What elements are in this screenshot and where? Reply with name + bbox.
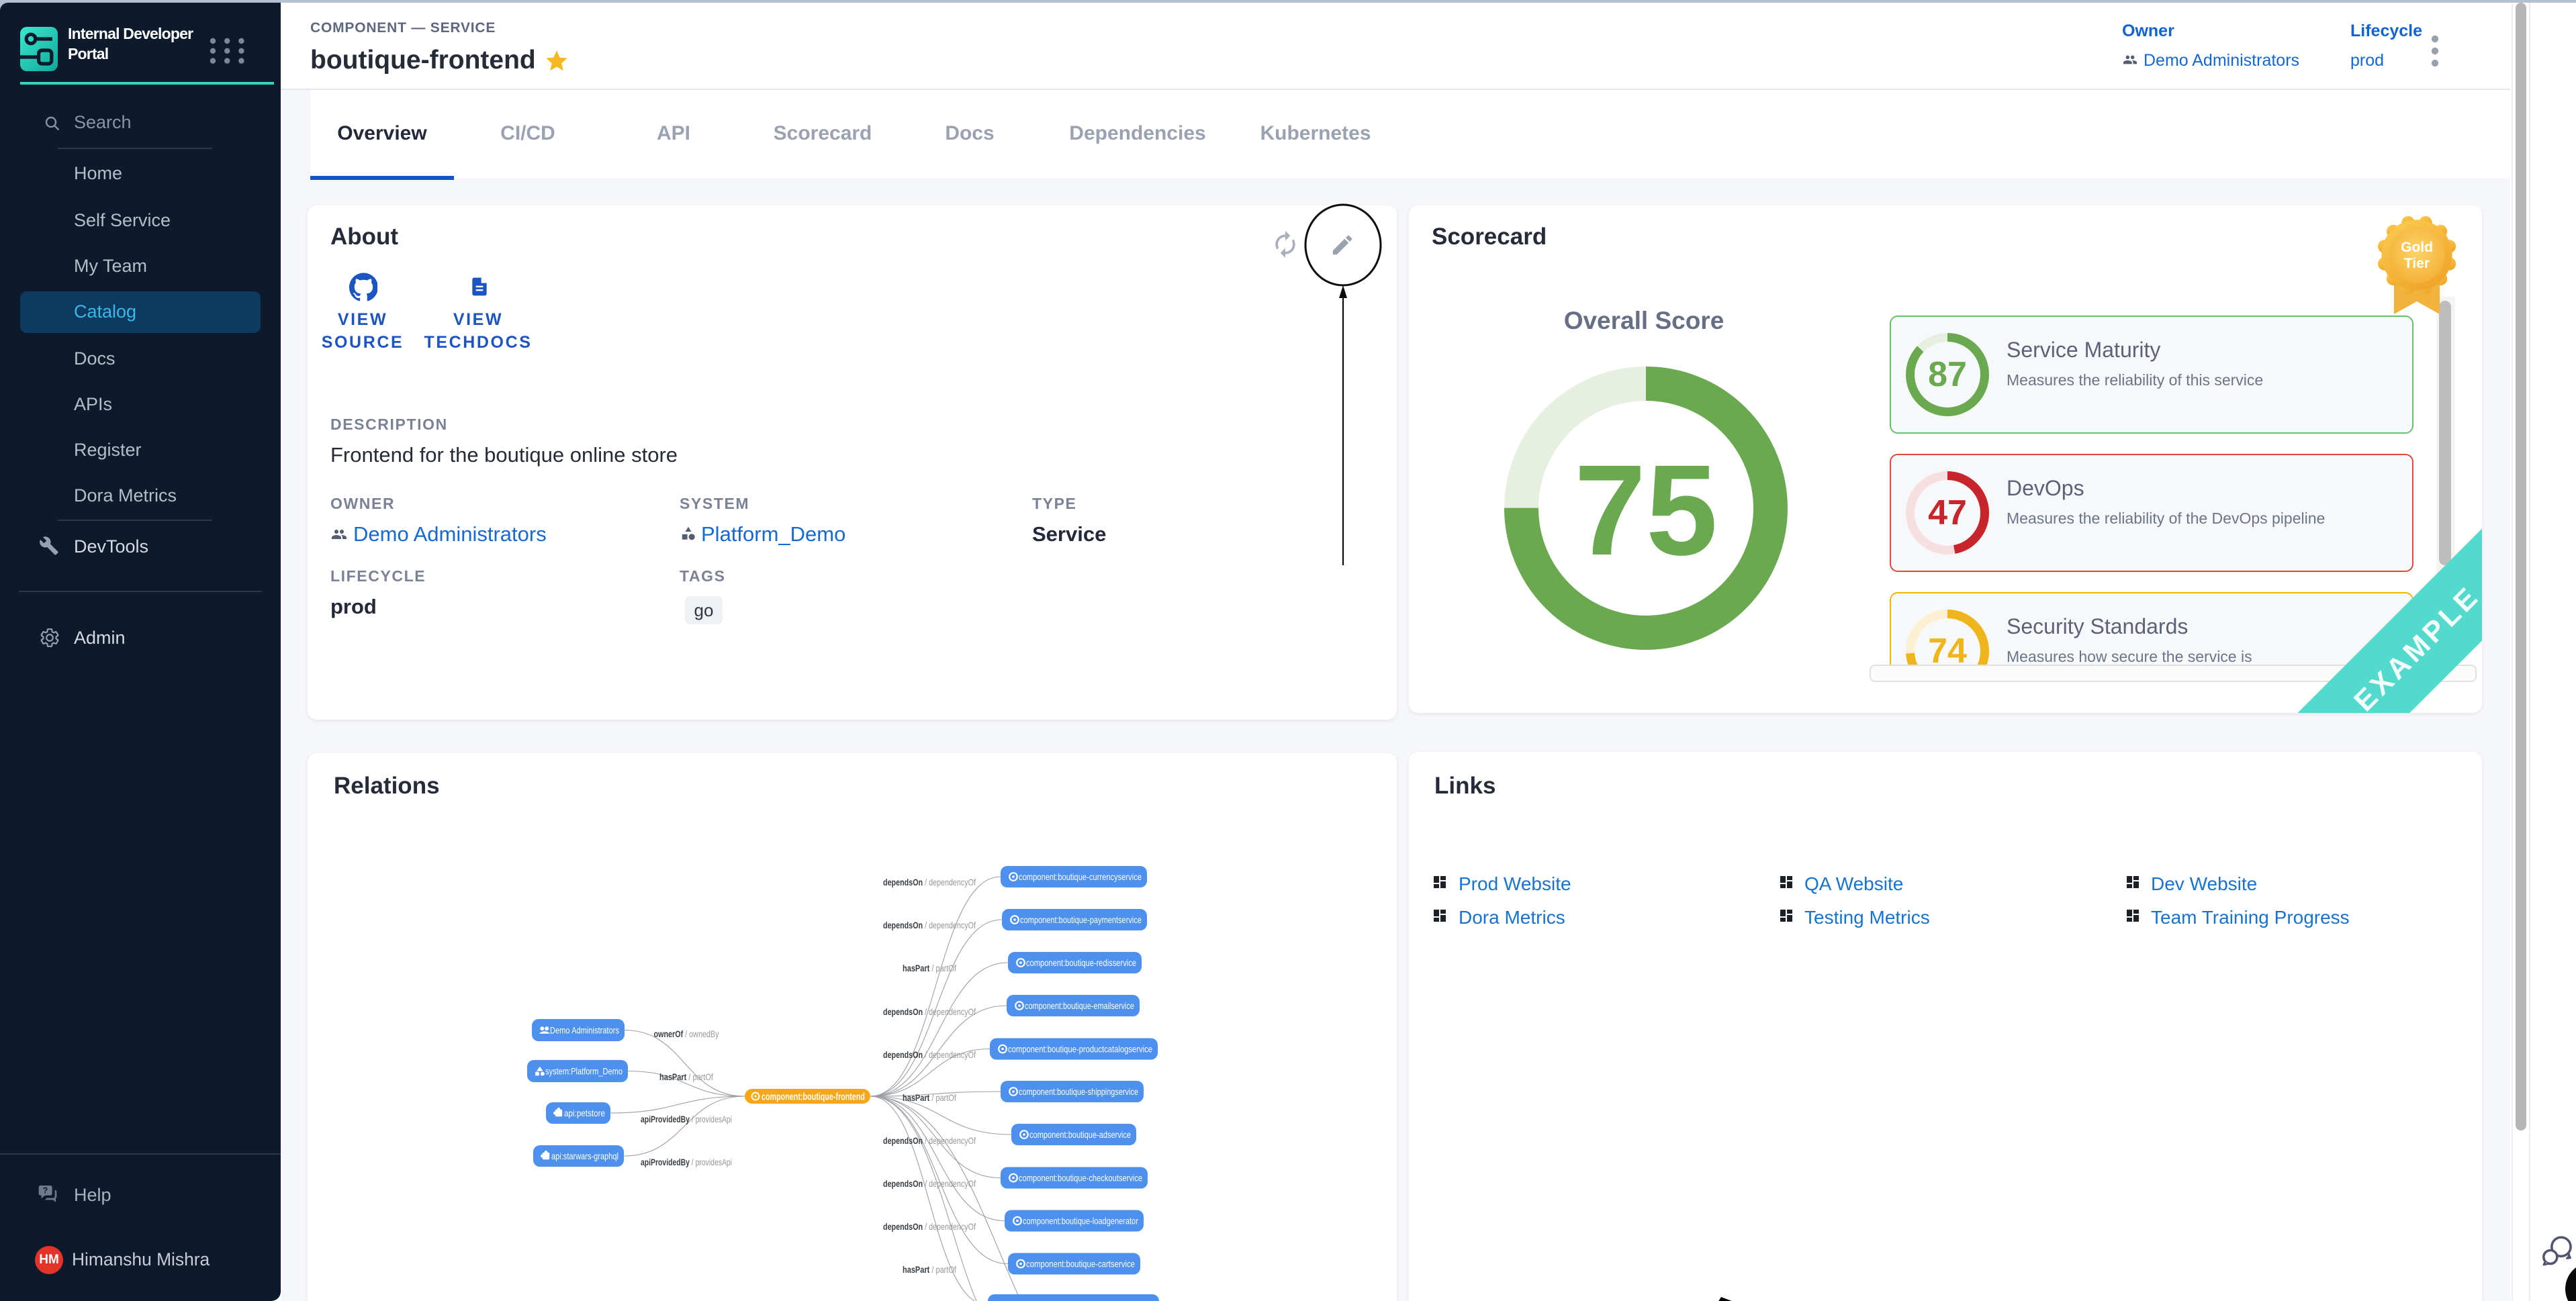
- svg-text:Gold: Gold: [2401, 240, 2433, 255]
- svg-text:component:boutique-paymentserv: component:boutique-paymentservice: [1020, 914, 1142, 924]
- svg-text:system:Platform_Demo: system:Platform_Demo: [545, 1065, 623, 1076]
- svg-text:component:boutique-emailservic: component:boutique-emailservice: [1025, 1000, 1134, 1010]
- svg-text:component:boutique-currencyser: component:boutique-currencyservice: [1019, 871, 1142, 881]
- svg-text:dependsOn / dependencyOf: dependsOn / dependencyOf: [883, 1135, 976, 1145]
- svg-text:hasPart / partOf: hasPart / partOf: [659, 1071, 713, 1081]
- svg-text:dependsOn / dependencyOf: dependsOn / dependencyOf: [883, 1049, 976, 1059]
- svg-text:Demo Administrators: Demo Administrators: [550, 1024, 619, 1035]
- svg-text:api:starwars-graphql: api:starwars-graphql: [551, 1150, 618, 1161]
- svg-text:apiProvidedBy / providesApi: apiProvidedBy / providesApi: [641, 1157, 732, 1167]
- svg-text:component:boutique-cartservice: component:boutique-cartservice: [1026, 1258, 1135, 1269]
- svg-text:ownerOf / ownedBy: ownerOf / ownedBy: [654, 1028, 719, 1039]
- svg-text:dependsOn / dependencyOf: dependsOn / dependencyOf: [883, 1178, 976, 1188]
- svg-text:component:boutique-checkoutser: component:boutique-checkoutservice: [1019, 1172, 1142, 1183]
- svg-text:dependsOn / dependencyOf: dependsOn / dependencyOf: [883, 920, 976, 930]
- svg-text:component:boutique-adservice: component:boutique-adservice: [1029, 1128, 1131, 1139]
- svg-text:component:boutique-redisservic: component:boutique-redisservice: [1026, 957, 1136, 967]
- svg-text:component:boutique-frontend: component:boutique-frontend: [762, 1090, 865, 1102]
- svg-text:apiProvidedBy / providesApi: apiProvidedBy / providesApi: [641, 1114, 732, 1124]
- svg-text:dependsOn / dependencyOf: dependsOn / dependencyOf: [883, 1221, 976, 1231]
- svg-text:Tier: Tier: [2404, 256, 2430, 271]
- svg-text:hasPart / partOf: hasPart / partOf: [903, 1264, 956, 1274]
- svg-text:component:boutique-loadgenerat: component:boutique-loadgenerator: [1023, 1215, 1138, 1226]
- svg-text:component:boutique-shippingser: component:boutique-shippingservice: [1019, 1086, 1138, 1096]
- svg-text:hasPart / partOf: hasPart / partOf: [903, 1092, 956, 1102]
- svg-text:dependsOn / dependencyOf: dependsOn / dependencyOf: [883, 877, 976, 887]
- svg-text:?: ?: [43, 1186, 48, 1196]
- svg-text:dependsOn / dependencyOf: dependsOn / dependencyOf: [883, 1006, 976, 1016]
- svg-text:hasPart / partOf: hasPart / partOf: [903, 963, 956, 973]
- svg-text:api:petstore: api:petstore: [564, 1107, 605, 1118]
- svg-text:component:boutique-productcata: component:boutique-productcatalogservice: [1008, 1043, 1152, 1054]
